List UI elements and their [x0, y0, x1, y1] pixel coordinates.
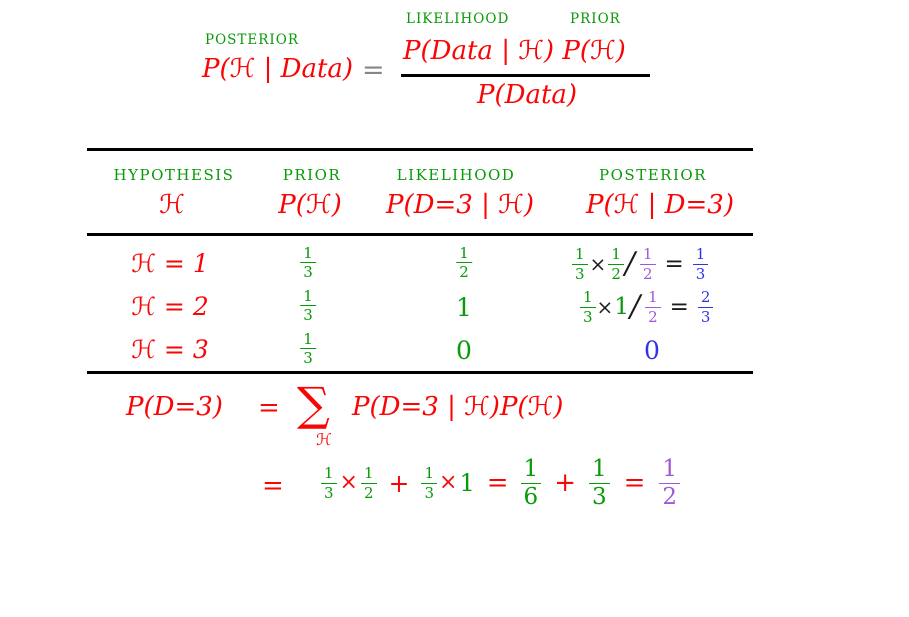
prior-fraction-h1: 1 3 [300, 245, 316, 280]
posterior-h1-evidence-frac: 1 2 [639, 246, 656, 282]
posterior-h1-prior-frac: 1 3 [572, 246, 588, 282]
marginal-equals-1: = [258, 393, 280, 423]
posterior-expression-h1: 1 3 × 1 2 / 1 2 = 1 3 [572, 242, 709, 286]
col-header-prior: PRIOR [282, 166, 342, 184]
sum-symbol: ∑ [297, 377, 330, 431]
posterior-h2-prior-frac: 1 3 [580, 289, 596, 325]
calc-frac-1-3c: 1 3 [588, 456, 610, 510]
col-symbol-prior: P(ℋ) [278, 190, 342, 220]
calc-equals-3: = [623, 468, 646, 498]
marginal-rhs: P(D=3 | ℋ)P(ℋ) [352, 392, 564, 422]
calc-frac-1-6: 1 6 [520, 456, 542, 510]
times-operator: × [589, 252, 607, 276]
prior-fraction-h3: 1 3 [300, 331, 316, 366]
calc-one: 1 [459, 469, 475, 497]
calc-result-frac-1-2: 1 2 [659, 456, 681, 510]
posterior-expression: P(ℋ | Data) [202, 54, 354, 84]
table-top-rule [87, 148, 753, 151]
numerator-expression: P(Data | ℋ) P(ℋ) [403, 36, 626, 66]
posterior-label-top: POSTERIOR [205, 32, 299, 48]
hypothesis-h2: ℋ = 2 [131, 292, 209, 321]
calc-plus-2: + [554, 468, 576, 498]
col-header-posterior: POSTERIOR [599, 166, 707, 184]
col-header-hypothesis: HYPOTHESIS [113, 166, 235, 184]
posterior-value-h3: 0 [644, 336, 660, 365]
calc-frac-1-2: 1 2 [360, 465, 377, 501]
calc-plus-1: + [388, 468, 410, 498]
fraction-bar [401, 74, 650, 77]
equals-sign-top: = [362, 55, 385, 86]
posterior-h2-evidence-frac: 1 2 [645, 289, 661, 325]
equals-operator: = [669, 293, 689, 320]
calc-equals-1: = [262, 471, 284, 501]
calc-equals-2: = [486, 468, 509, 498]
prior-label-top: PRIOR [570, 11, 621, 27]
likelihood-value-h2: 1 [456, 293, 472, 322]
hypothesis-h3: ℋ = 3 [131, 335, 209, 364]
sum-subscript: ℋ [316, 430, 332, 449]
table-bottom-rule [87, 371, 753, 374]
calc-times-1: × [339, 470, 358, 495]
posterior-h1-likelihood-frac: 1 2 [608, 246, 624, 282]
prior-fraction-h2: 1 3 [300, 288, 316, 323]
times-operator: × [596, 295, 614, 319]
col-header-likelihood: LIKELIHOOD [396, 166, 516, 184]
denominator-expression: P(Data) [476, 80, 578, 110]
hypothesis-h1: ℋ = 1 [131, 249, 209, 278]
likelihood-label-top: LIKELIHOOD [406, 11, 510, 27]
divide-operator: / [629, 289, 641, 324]
col-symbol-likelihood: P(D=3 | ℋ) [386, 190, 534, 220]
calc-frac-1-3a: 1 3 [321, 465, 337, 501]
equals-operator: = [664, 250, 684, 277]
posterior-h1-result-frac: 1 3 [692, 246, 709, 282]
divide-operator: / [624, 246, 635, 281]
posterior-expression-h2: 1 3 × 1 / 1 2 = 2 3 [580, 285, 714, 329]
posterior-h2-likelihood-value: 1 [614, 293, 629, 320]
calc-frac-1-3b: 1 3 [421, 465, 438, 501]
col-symbol-hypothesis: ℋ [159, 190, 185, 220]
calc-times-2: × [439, 470, 458, 495]
likelihood-fraction-h1: 1 2 [456, 245, 472, 280]
table-header-rule [87, 233, 753, 236]
marginal-lhs: P(D=3) [126, 392, 223, 422]
posterior-h2-result-frac: 2 3 [697, 289, 714, 325]
likelihood-value-h3: 0 [456, 336, 472, 365]
calc-expression: 1 3 × 1 2 + 1 3 × 1 = 1 6 + 1 3 = 1 2 [321, 452, 681, 514]
col-symbol-posterior: P(ℋ | D=3) [586, 190, 734, 220]
